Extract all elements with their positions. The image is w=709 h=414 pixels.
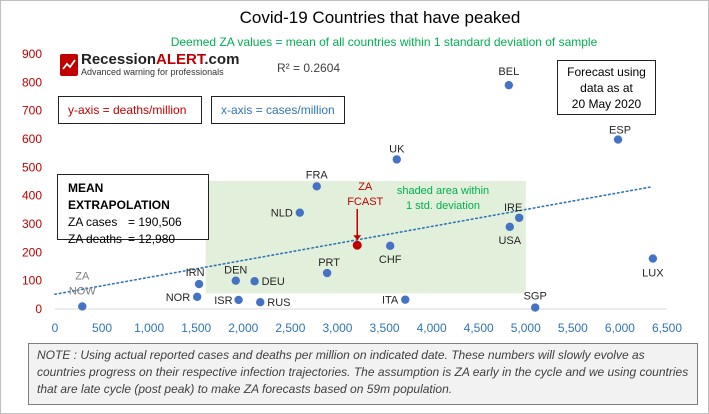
footnote: NOTE : Using actual reported cases and d… xyxy=(28,343,698,405)
x-tick-label: 2,000 xyxy=(228,321,258,335)
forecast-arrow-head xyxy=(353,235,362,241)
x-tick-label: 1,000 xyxy=(134,321,164,335)
point-label-rus: RUS xyxy=(267,297,290,309)
x-tick-label: 3,000 xyxy=(322,321,352,335)
za-cases-label: ZA cases xyxy=(68,215,118,229)
za-fcast-label-1: ZA xyxy=(358,181,373,193)
point-label-chf: CHF xyxy=(379,254,402,266)
x-tick-label: 4,500 xyxy=(464,321,494,335)
point-label-nld: NLD xyxy=(271,208,293,220)
y-axis-note: y-axis = deaths/million xyxy=(68,103,187,117)
point-label-isr: ISR xyxy=(214,295,232,307)
za-now-label-2: NOW xyxy=(69,285,97,297)
point-label-usa: USA xyxy=(498,235,521,247)
data-point-deu xyxy=(250,277,259,286)
x-tick-label: 5,000 xyxy=(511,321,541,335)
chart-subtitle: Deemed ZA values = mean of all countries… xyxy=(171,35,598,49)
za-deaths-value: = 12,980 xyxy=(128,232,176,246)
point-label-ita: ITA xyxy=(382,295,399,307)
x-axis-note-box: x-axis = cases/million xyxy=(211,96,345,124)
data-point-uk xyxy=(392,155,401,164)
data-point-nor xyxy=(192,292,202,302)
data-point-prt xyxy=(322,268,332,278)
point-label-den: DEN xyxy=(224,265,247,277)
shaded-area-label-2: 1 std. deviation xyxy=(406,200,480,212)
point-label-irn: IRN xyxy=(186,267,205,279)
y-tick-label: 600 xyxy=(22,132,42,146)
y-tick-label: 200 xyxy=(22,245,42,259)
y-tick-label: 800 xyxy=(22,75,42,89)
x-tick-label: 4,000 xyxy=(417,321,447,335)
y-tick-label: 700 xyxy=(22,104,42,118)
point-label-fra: FRA xyxy=(306,169,329,181)
y-tick-label: 100 xyxy=(22,274,42,288)
data-point-za-fcast xyxy=(352,240,362,250)
point-label-ire: IRE xyxy=(504,202,522,214)
data-point-irn xyxy=(194,279,204,289)
x-tick-label: 5,500 xyxy=(558,321,588,335)
data-point-za-now xyxy=(78,302,87,311)
x-tick-label: 500 xyxy=(92,321,112,335)
r-squared-label: R² = 0.2604 xyxy=(277,61,340,75)
y-tick-label: 300 xyxy=(22,217,42,231)
x-tick-label: 1,500 xyxy=(181,321,211,335)
shaded-area-label-1: shaded area within xyxy=(397,185,489,197)
chart-title: Covid-19 Countries that have peaked xyxy=(240,8,521,27)
data-point-den xyxy=(231,276,240,285)
za-now-label-1: ZA xyxy=(75,270,90,282)
logo-name-red: ALERT xyxy=(156,51,205,68)
mean-extrapolation-box: MEAN EXTRAPOLATION ZA cases = 190,506 ZA … xyxy=(57,174,209,246)
x-tick-label: 6,000 xyxy=(605,321,635,335)
x-tick-label: 3,500 xyxy=(370,321,400,335)
logo-chart-icon xyxy=(60,53,78,76)
point-label-nor: NOR xyxy=(166,292,191,304)
mean-box-title: MEAN EXTRAPOLATION xyxy=(68,181,170,212)
data-point-sgp xyxy=(530,303,540,312)
data-point-lux xyxy=(648,254,658,263)
x-tick-label: 0 xyxy=(52,321,59,335)
forecast-line-2: data as at xyxy=(580,81,633,95)
data-point-chf xyxy=(385,241,395,251)
data-point-ire xyxy=(514,213,524,222)
za-deaths-label: ZA deaths xyxy=(68,232,123,246)
za-cases-value: = 190,506 xyxy=(128,215,182,229)
logo-name-dark: Recession xyxy=(81,51,157,68)
x-tick-label: 2,500 xyxy=(275,321,305,335)
y-tick-label: 400 xyxy=(22,189,42,203)
x-tick-label: 6,500 xyxy=(652,321,682,335)
data-point-bel xyxy=(504,80,514,90)
data-point-fra xyxy=(312,182,321,191)
za-fcast-label-2: FCAST xyxy=(347,196,383,208)
logo-tagline: Advanced warning for professionals xyxy=(81,67,224,77)
trendline xyxy=(54,185,654,296)
forecast-date-box: Forecast using data as at 20 May 2020 xyxy=(557,60,656,115)
forecast-line-3: 20 May 2020 xyxy=(571,97,642,111)
data-point-rus xyxy=(256,298,265,307)
data-point-isr xyxy=(234,295,243,305)
y-axis-note-box: y-axis = deaths/million xyxy=(58,96,202,124)
forecast-line-1: Forecast using xyxy=(567,65,646,79)
data-point-usa xyxy=(505,222,514,232)
point-label-uk: UK xyxy=(389,143,405,155)
data-point-nld xyxy=(295,208,304,217)
y-tick-label: 500 xyxy=(22,160,42,174)
point-label-prt: PRT xyxy=(318,257,340,269)
point-label-sgp: SGP xyxy=(524,291,547,303)
point-label-deu: DEU xyxy=(262,276,285,288)
data-point-esp xyxy=(613,135,623,144)
point-label-esp: ESP xyxy=(609,125,631,137)
point-label-lux: LUX xyxy=(642,268,664,280)
y-tick-label: 900 xyxy=(22,47,42,61)
y-tick-label: 0 xyxy=(35,302,42,316)
data-point-ita xyxy=(401,295,410,304)
std-deviation-area xyxy=(205,180,526,294)
x-axis-note: x-axis = cases/million xyxy=(221,103,335,117)
logo-domain: .com xyxy=(204,51,240,68)
recessionalert-logo: RecessionALERT.com Advanced warning for … xyxy=(60,52,239,77)
point-label-bel: BEL xyxy=(498,66,519,78)
